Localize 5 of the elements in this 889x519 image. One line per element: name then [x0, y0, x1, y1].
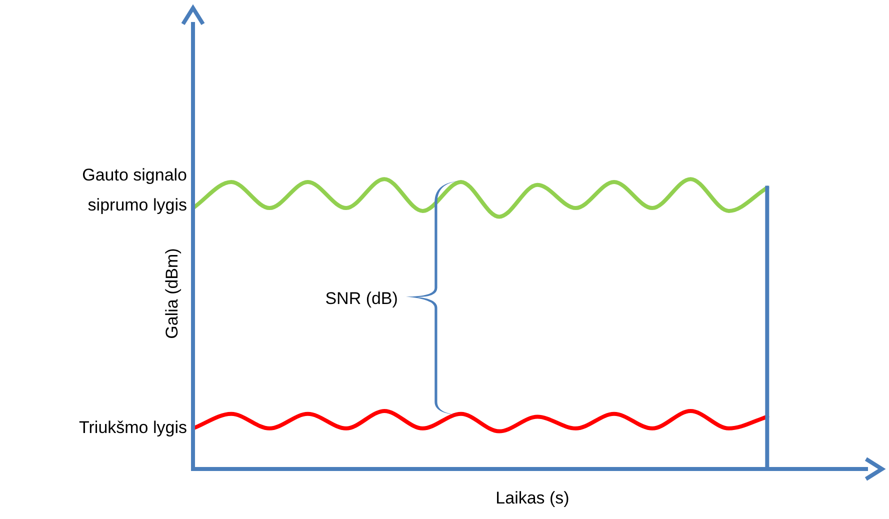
x-axis-title: Laikas (s) — [496, 488, 570, 508]
y-axis-title: Galia (dBm) — [162, 248, 182, 339]
series-label: Gauto signalo siprumo lygis — [82, 166, 187, 215]
series-label: Triukšmo lygis — [79, 418, 187, 438]
annotation: SNR (dB) — [325, 288, 398, 308]
